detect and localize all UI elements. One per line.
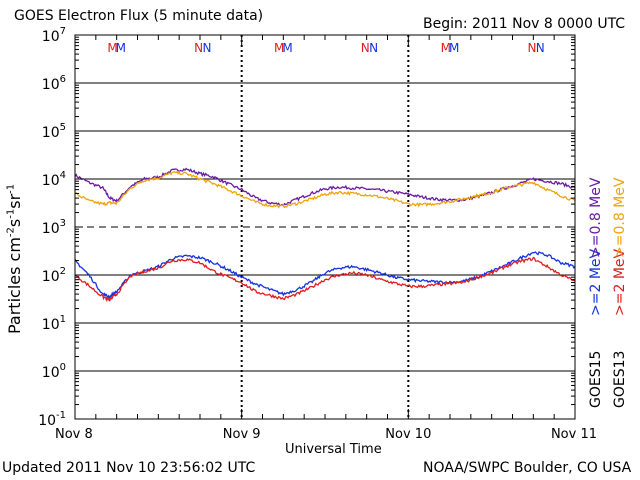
local-time-marker: M xyxy=(282,41,292,55)
x-axis-title: Universal Time xyxy=(285,442,382,457)
legend-goes15-ge2-label: >=2 xyxy=(588,283,604,316)
legend-goes13-ge2-label: >=2 xyxy=(612,283,628,316)
credit: NOAA/SWPC Boulder, CO USA xyxy=(423,460,632,476)
x-tick-label: Nov 11 xyxy=(551,427,597,442)
legend-goes13-sat: GOES13 xyxy=(612,350,628,408)
updated-time: Updated 2011 Nov 10 23:56:02 UTC xyxy=(2,460,256,476)
series-goes13-ge2 xyxy=(74,256,576,303)
y-tick-label: 105 xyxy=(42,122,66,141)
local-time-marker: M xyxy=(449,41,459,55)
y-tick-label: 107 xyxy=(42,26,66,45)
local-time-marker: M xyxy=(441,41,451,55)
legend-goes15: GOES15 xyxy=(588,351,604,408)
local-time-marker: M xyxy=(107,41,117,55)
local-time-marker: N xyxy=(369,41,378,55)
legend-goes15-ge2: >=2 MeV xyxy=(588,249,604,316)
x-tick-label: Nov 8 xyxy=(55,427,93,442)
local-time-marker: N xyxy=(194,41,203,55)
legend-goes13-ge2: >=2 MeV xyxy=(612,249,628,316)
begin-time: Begin: 2011 Nov 8 0000 UTC xyxy=(423,16,626,32)
x-tick-label: Nov 10 xyxy=(385,427,431,442)
y-tick-label: 103 xyxy=(42,218,66,237)
y-axis-title-text: Particles cm-2s-1sr-1 xyxy=(5,183,24,334)
chart-title: GOES Electron Flux (5 minute data) xyxy=(14,8,264,24)
x-tick-label: Nov 9 xyxy=(223,427,261,442)
y-tick-label: 106 xyxy=(42,74,66,93)
local-time-marker: N xyxy=(361,41,370,55)
y-tick-label: 101 xyxy=(42,314,66,333)
y-tick-label: 10-1 xyxy=(38,410,66,429)
y-tick-label: 100 xyxy=(42,362,66,381)
local-time-marker: N xyxy=(202,41,211,55)
legend-goes13-ge08: >=0.8 MeV xyxy=(612,178,628,258)
legend-goes13: GOES13 xyxy=(612,351,628,408)
legend-goes13-ge08-unit: MeV xyxy=(612,177,628,208)
plot-frame xyxy=(74,34,576,420)
series-goes15-ge2 xyxy=(74,251,576,299)
legend-goes15-sat: GOES15 xyxy=(588,350,604,408)
local-time-marker: N xyxy=(527,41,536,55)
series-goes15-ge08 xyxy=(74,167,576,207)
legend-goes13-ge08-label: >=0.8 xyxy=(612,212,628,258)
y-tick-label: 102 xyxy=(42,266,66,285)
y-axis-title: Particles cm-2s-1sr-1 xyxy=(5,184,24,334)
local-time-marker: M xyxy=(116,41,126,55)
series-goes13-ge08 xyxy=(74,170,576,209)
y-tick-label: 104 xyxy=(42,170,66,189)
legend-goes15-ge08: >=0.8 MeV xyxy=(588,178,604,258)
local-time-marker: M xyxy=(274,41,284,55)
legend-goes15-ge08-label: >=0.8 xyxy=(588,212,604,258)
legend-goes15-ge08-unit: MeV xyxy=(588,177,604,208)
local-time-marker: N xyxy=(536,41,545,55)
